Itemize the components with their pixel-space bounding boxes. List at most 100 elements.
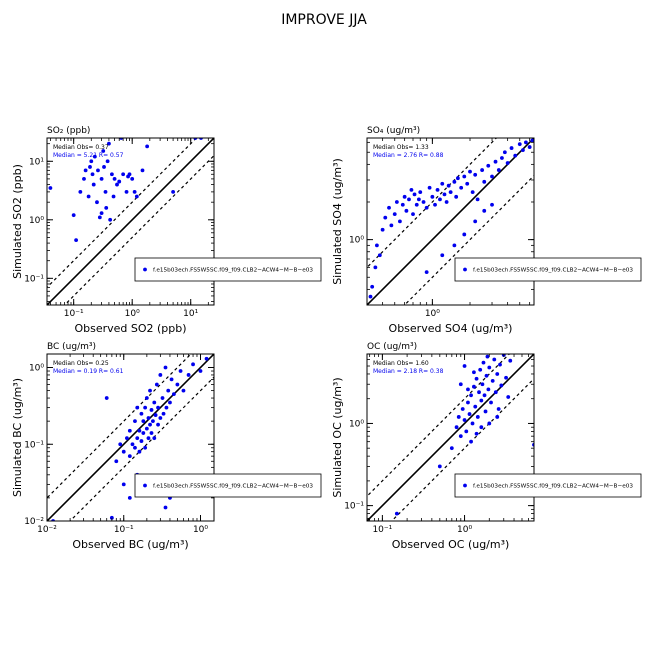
- data-point: [95, 200, 99, 205]
- y-axis-label: Simulated SO2 (ppb): [11, 164, 24, 279]
- chart-bc: 10⁻² 10⁻¹ 10⁰ 10⁻² 10⁻¹ 10⁰ BC (ug/m³) Observed…: [11, 342, 322, 551]
- data-point: [137, 449, 142, 454]
- data-point: [171, 189, 175, 194]
- data-point: [158, 373, 163, 377]
- one-to-one-line: [367, 138, 534, 305]
- data-point: [455, 176, 460, 181]
- data-point: [90, 172, 95, 177]
- data-point: [148, 388, 152, 393]
- data-point: [482, 179, 487, 184]
- data-point: [458, 434, 463, 439]
- data-point: [502, 150, 507, 155]
- data-point: [508, 358, 513, 363]
- factor-2-upper-line: [367, 138, 498, 269]
- data-point: [145, 144, 150, 149]
- data-point: [433, 202, 437, 207]
- data-point: [82, 177, 86, 181]
- median-sim-stat: Median = 2.18 R= 0.38: [373, 368, 444, 375]
- data-point: [171, 392, 176, 397]
- data-point: [380, 227, 385, 232]
- data-point: [139, 411, 144, 416]
- data-point: [121, 482, 126, 487]
- data-point: [160, 396, 165, 400]
- data-point: [496, 168, 501, 172]
- y-tick-label: 10¹: [29, 157, 44, 167]
- data-point: [465, 181, 470, 186]
- figure-title: IMPROVE JJA: [281, 12, 367, 28]
- data-point: [460, 407, 465, 411]
- data-point: [486, 387, 491, 392]
- data-point: [440, 181, 445, 186]
- x-tick-label: 10⁰: [457, 525, 472, 535]
- data-point: [204, 356, 209, 361]
- x-tick-label: 10⁰: [193, 525, 208, 535]
- data-point: [412, 192, 417, 197]
- legend: f.e15b03ech.FS5W5SC.f09_f09.CLB2−ACW4−M−…: [134, 257, 322, 282]
- data-point: [149, 431, 154, 435]
- data-points: [51, 356, 209, 521]
- data-point: [521, 148, 525, 153]
- data-point: [498, 362, 502, 367]
- plot-frame: [46, 353, 215, 522]
- x-axis-label: Observed BC (ug/m³): [72, 538, 188, 551]
- data-point: [499, 383, 504, 388]
- data-point: [368, 294, 373, 299]
- legend-marker: [463, 267, 467, 272]
- x-tick-label: 10¹: [183, 309, 198, 319]
- legend-label: f.e15b03ech.FS5W5SC.f09_f09.CLB2−ACW4−M−…: [473, 268, 633, 274]
- data-point: [132, 189, 137, 194]
- data-point: [495, 415, 500, 419]
- data-point: [472, 384, 476, 389]
- data-point: [480, 168, 485, 172]
- data-point: [198, 369, 203, 373]
- data-point: [482, 393, 487, 398]
- data-point: [99, 177, 104, 181]
- data-point: [493, 390, 498, 395]
- data-point: [121, 449, 126, 454]
- median-sim-stat: Median = 0.19 R= 0.61: [53, 368, 124, 375]
- data-point: [430, 194, 435, 199]
- legend-marker: [143, 483, 147, 488]
- data-point: [409, 187, 414, 192]
- factor-2-upper-line: [367, 354, 511, 498]
- data-point: [485, 354, 490, 359]
- data-point: [153, 413, 158, 417]
- data-point: [178, 369, 183, 373]
- data-point: [151, 419, 155, 424]
- data-point: [459, 185, 464, 190]
- y-axis-label: Simulated OC (ug/m³): [331, 377, 344, 497]
- data-point: [454, 425, 459, 430]
- data-point: [48, 186, 53, 190]
- factor-2-lower-line: [390, 377, 534, 521]
- data-point: [96, 168, 100, 173]
- data-point: [404, 208, 409, 213]
- y-tick-label: 10⁰: [349, 236, 364, 246]
- x-tick-label: 10⁻¹: [64, 309, 84, 319]
- data-point: [490, 174, 494, 179]
- data-point: [152, 436, 157, 441]
- data-point: [143, 445, 148, 450]
- data-point: [144, 396, 149, 400]
- data-point: [427, 185, 432, 190]
- data-point: [97, 215, 102, 220]
- legend: f.e15b03ech.FS5W5SC.f09_f09.CLB2−ACW4−M−…: [454, 257, 642, 282]
- data-point: [486, 163, 491, 168]
- data-point: [411, 212, 415, 217]
- x-tick-label: 10⁻¹: [114, 525, 134, 535]
- legend-marker: [143, 267, 147, 272]
- data-point: [127, 428, 132, 433]
- data-point: [513, 153, 518, 158]
- data-point: [146, 416, 151, 420]
- data-point: [509, 146, 514, 150]
- data-point: [473, 172, 478, 177]
- y-tick-label: 10⁻¹: [24, 274, 44, 284]
- data-point: [479, 425, 484, 430]
- data-point: [470, 421, 475, 426]
- median-obs-stat: Median Obs= 1.33: [373, 144, 429, 151]
- x-axis-label: Observed SO4 (ug/m³): [389, 322, 513, 335]
- data-point: [474, 431, 479, 436]
- data-point: [71, 213, 76, 218]
- panel-title: BC (ug/m³): [47, 342, 96, 352]
- data-point: [121, 172, 126, 177]
- plot-frame: [366, 353, 535, 522]
